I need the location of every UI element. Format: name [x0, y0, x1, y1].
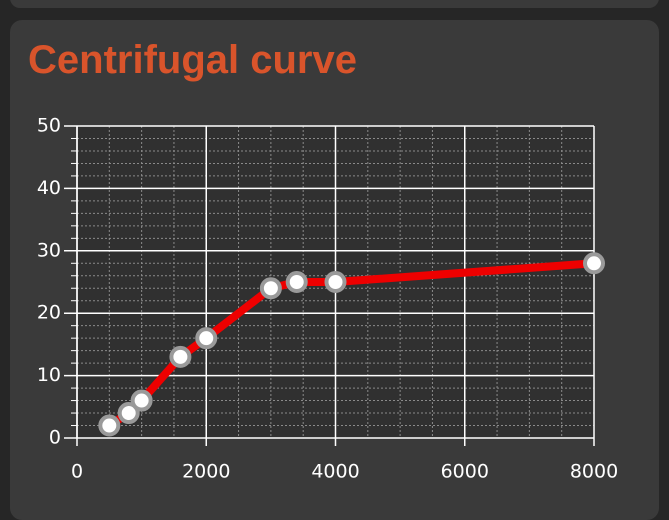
x-tick-label: 4000 [311, 461, 359, 483]
x-tick-label: 6000 [441, 461, 489, 483]
point [195, 327, 218, 350]
x-tick-label: 2000 [182, 461, 230, 483]
point [259, 277, 282, 300]
point [98, 414, 121, 437]
point [130, 389, 153, 412]
y-tick-label: 50 [37, 115, 61, 137]
y-tick-label: 40 [37, 177, 61, 199]
point [324, 271, 347, 293]
page: {"chart_data": {"type": "line", "title":… [10, 0, 659, 520]
y-tick-label: 10 [37, 364, 61, 386]
y-tick-label: 20 [37, 302, 61, 324]
point [169, 345, 192, 368]
x-tick-label: 0 [71, 461, 83, 483]
x-tick-label: 8000 [570, 461, 618, 483]
point [583, 252, 605, 275]
point [285, 271, 308, 293]
y-tick-label: 0 [49, 427, 61, 449]
chart: 0 2000 4000 6000 8000 0 10 20 30 40 50 [37, 115, 618, 483]
point [117, 402, 140, 425]
chart-title: Centrifugal curve [28, 38, 357, 82]
card-above [10, 0, 659, 8]
y-tick-label: 30 [37, 239, 61, 261]
